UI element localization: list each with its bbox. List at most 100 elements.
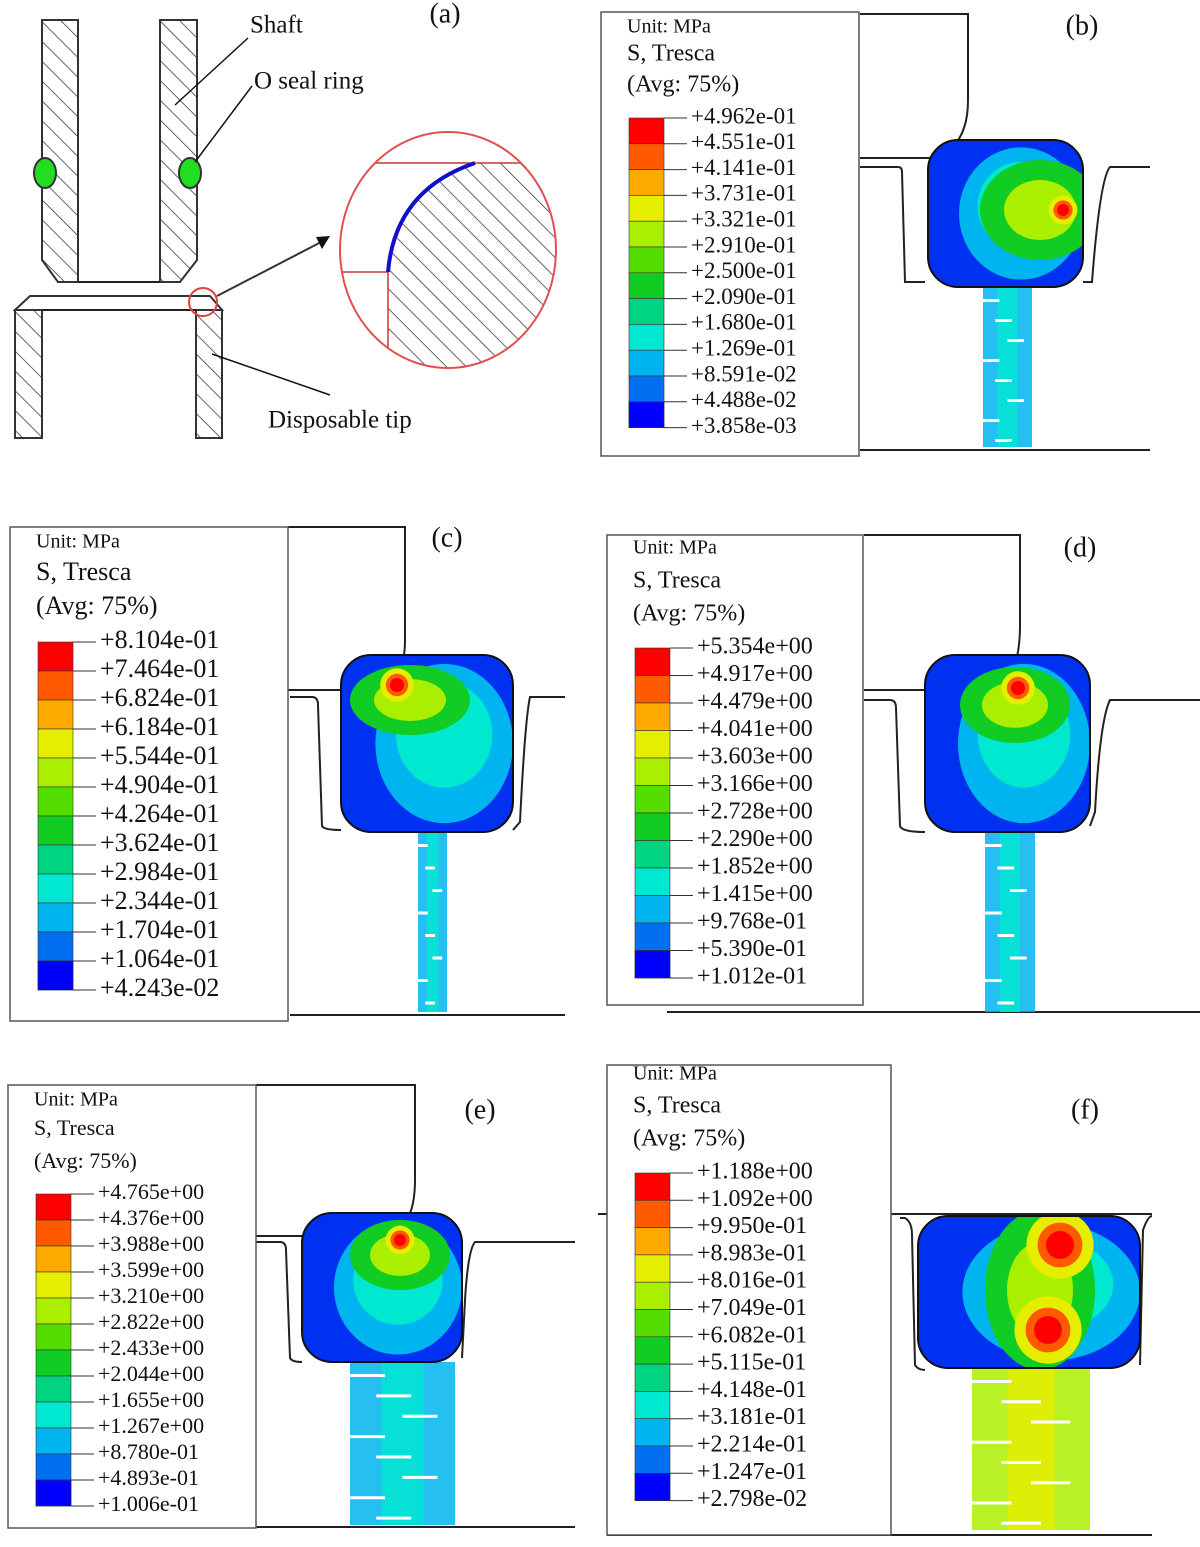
panel: (c) Unit: MPa S, Tresca (Avg: 75%) +8.104e-0… [9, 522, 565, 1022]
strip-gap [985, 844, 1002, 847]
legend-value: +4.243e-02 [100, 973, 219, 1002]
legend-value: +1.704e-01 [100, 915, 219, 944]
color-band [35, 1193, 72, 1221]
tip-wall [195, 309, 223, 439]
contour [1057, 204, 1069, 216]
legend-value: +7.049e-01 [697, 1295, 807, 1321]
color-band [628, 169, 665, 196]
strip-gap [418, 979, 428, 982]
strip-gap [995, 319, 1012, 322]
color-band [634, 895, 671, 924]
legend-value: +4.041e+00 [697, 716, 813, 742]
housing-outline [256, 1241, 575, 1363]
legend-variable: S, Tresca [36, 557, 132, 586]
panel-label: (f) [1071, 1094, 1099, 1125]
color-band [628, 349, 665, 377]
legend-value: +8.591e-02 [691, 361, 797, 386]
color-band [37, 902, 74, 933]
strip-gap [995, 439, 1012, 442]
strip-gap [1001, 1400, 1041, 1404]
legend-unit: Unit: MPa [36, 531, 120, 553]
legend-value: +1.012e-01 [697, 964, 807, 990]
tip-wall [14, 309, 43, 439]
legend-value: +1.655e+00 [98, 1387, 204, 1412]
color-band [634, 840, 671, 869]
legend-value: +8.104e-01 [100, 625, 219, 654]
color-band [628, 298, 665, 325]
strip-gap [995, 379, 1012, 382]
strip-gap [425, 934, 435, 937]
housing-outline [900, 1215, 1153, 1371]
legend-value: +3.731e-01 [691, 181, 797, 206]
color-band [634, 812, 671, 841]
callout: Shaft [250, 12, 303, 39]
color-band [37, 641, 74, 672]
panel: (f) Unit: MPa S, Tresca (Avg: 75%) +1.188e+0… [598, 1063, 1153, 1536]
leader [194, 85, 253, 163]
legend-variable: S, Tresca [633, 568, 721, 594]
contour [1004, 180, 1076, 240]
legend-value: +1.269e-01 [691, 335, 797, 360]
ring-outline [917, 1215, 1141, 1369]
strip-gap [972, 1380, 1012, 1383]
legend-value: +4.917e+00 [697, 661, 813, 687]
strip-gap [1001, 1521, 1041, 1525]
panel-label: (b) [1066, 10, 1099, 41]
strip-gap [983, 359, 1000, 362]
color-band [35, 1427, 72, 1455]
color-band [37, 960, 74, 991]
contour [1011, 681, 1025, 695]
legend-value: +2.344e-01 [100, 886, 219, 915]
panel: (e) Unit: MPa S, Tresca (Avg: 75%) +4.765e+0… [7, 1084, 575, 1529]
legend-value: +5.354e+00 [697, 634, 813, 660]
legend-value: +2.044e+00 [98, 1361, 204, 1386]
contour [370, 1234, 430, 1276]
legend-value: +4.479e+00 [697, 689, 813, 715]
legend-value: +4.376e+00 [98, 1205, 204, 1230]
strip-gap [432, 956, 443, 960]
ring-outline [301, 1212, 463, 1363]
color-band [37, 931, 74, 962]
legend-value: +4.962e-01 [691, 103, 797, 128]
strip-gap [376, 1516, 412, 1520]
legend-averaging: (Avg: 75%) [633, 601, 745, 627]
legend-value: +7.464e-01 [100, 654, 219, 683]
legend-value: +8.780e-01 [98, 1439, 199, 1464]
legend-variable: S, Tresca [34, 1115, 115, 1140]
color-band [37, 728, 74, 759]
legend-value: +2.910e-01 [691, 232, 797, 257]
color-band [35, 1297, 72, 1325]
legend-averaging: (Avg: 75%) [627, 72, 739, 98]
color-band [628, 143, 665, 170]
color-band [634, 785, 671, 814]
color-band [37, 786, 74, 817]
strip-gap [1010, 956, 1027, 960]
o-ring [178, 157, 202, 189]
strip-gap [1001, 1461, 1041, 1464]
seal-ring [928, 140, 1083, 287]
legend-unit: Unit: MPa [633, 1063, 717, 1085]
strip-gap [376, 1394, 412, 1398]
color-band [37, 670, 74, 701]
color-band [634, 950, 671, 979]
legend-value: +6.082e-01 [697, 1322, 807, 1348]
color-band [634, 1200, 671, 1228]
o-ring [33, 157, 57, 189]
strip-gap [985, 911, 1002, 915]
color-band [628, 117, 665, 145]
strip-gap [972, 1501, 1012, 1505]
legend-value: +5.115e-01 [697, 1350, 806, 1376]
legend-value: +2.984e-01 [100, 857, 219, 886]
housing-outline [290, 696, 565, 831]
legend-value: +1.247e-01 [697, 1459, 807, 1485]
legend-value: +4.148e-01 [697, 1377, 807, 1403]
legend-value: +2.822e+00 [98, 1309, 204, 1334]
color-band [35, 1219, 72, 1247]
contour [1046, 1231, 1074, 1259]
color-band [628, 195, 665, 222]
strip-core [1007, 1368, 1055, 1530]
color-band [37, 844, 74, 875]
strip-gap [1031, 1481, 1071, 1485]
seal-ring [918, 1216, 1140, 1368]
legend-value: +2.433e+00 [98, 1335, 204, 1360]
